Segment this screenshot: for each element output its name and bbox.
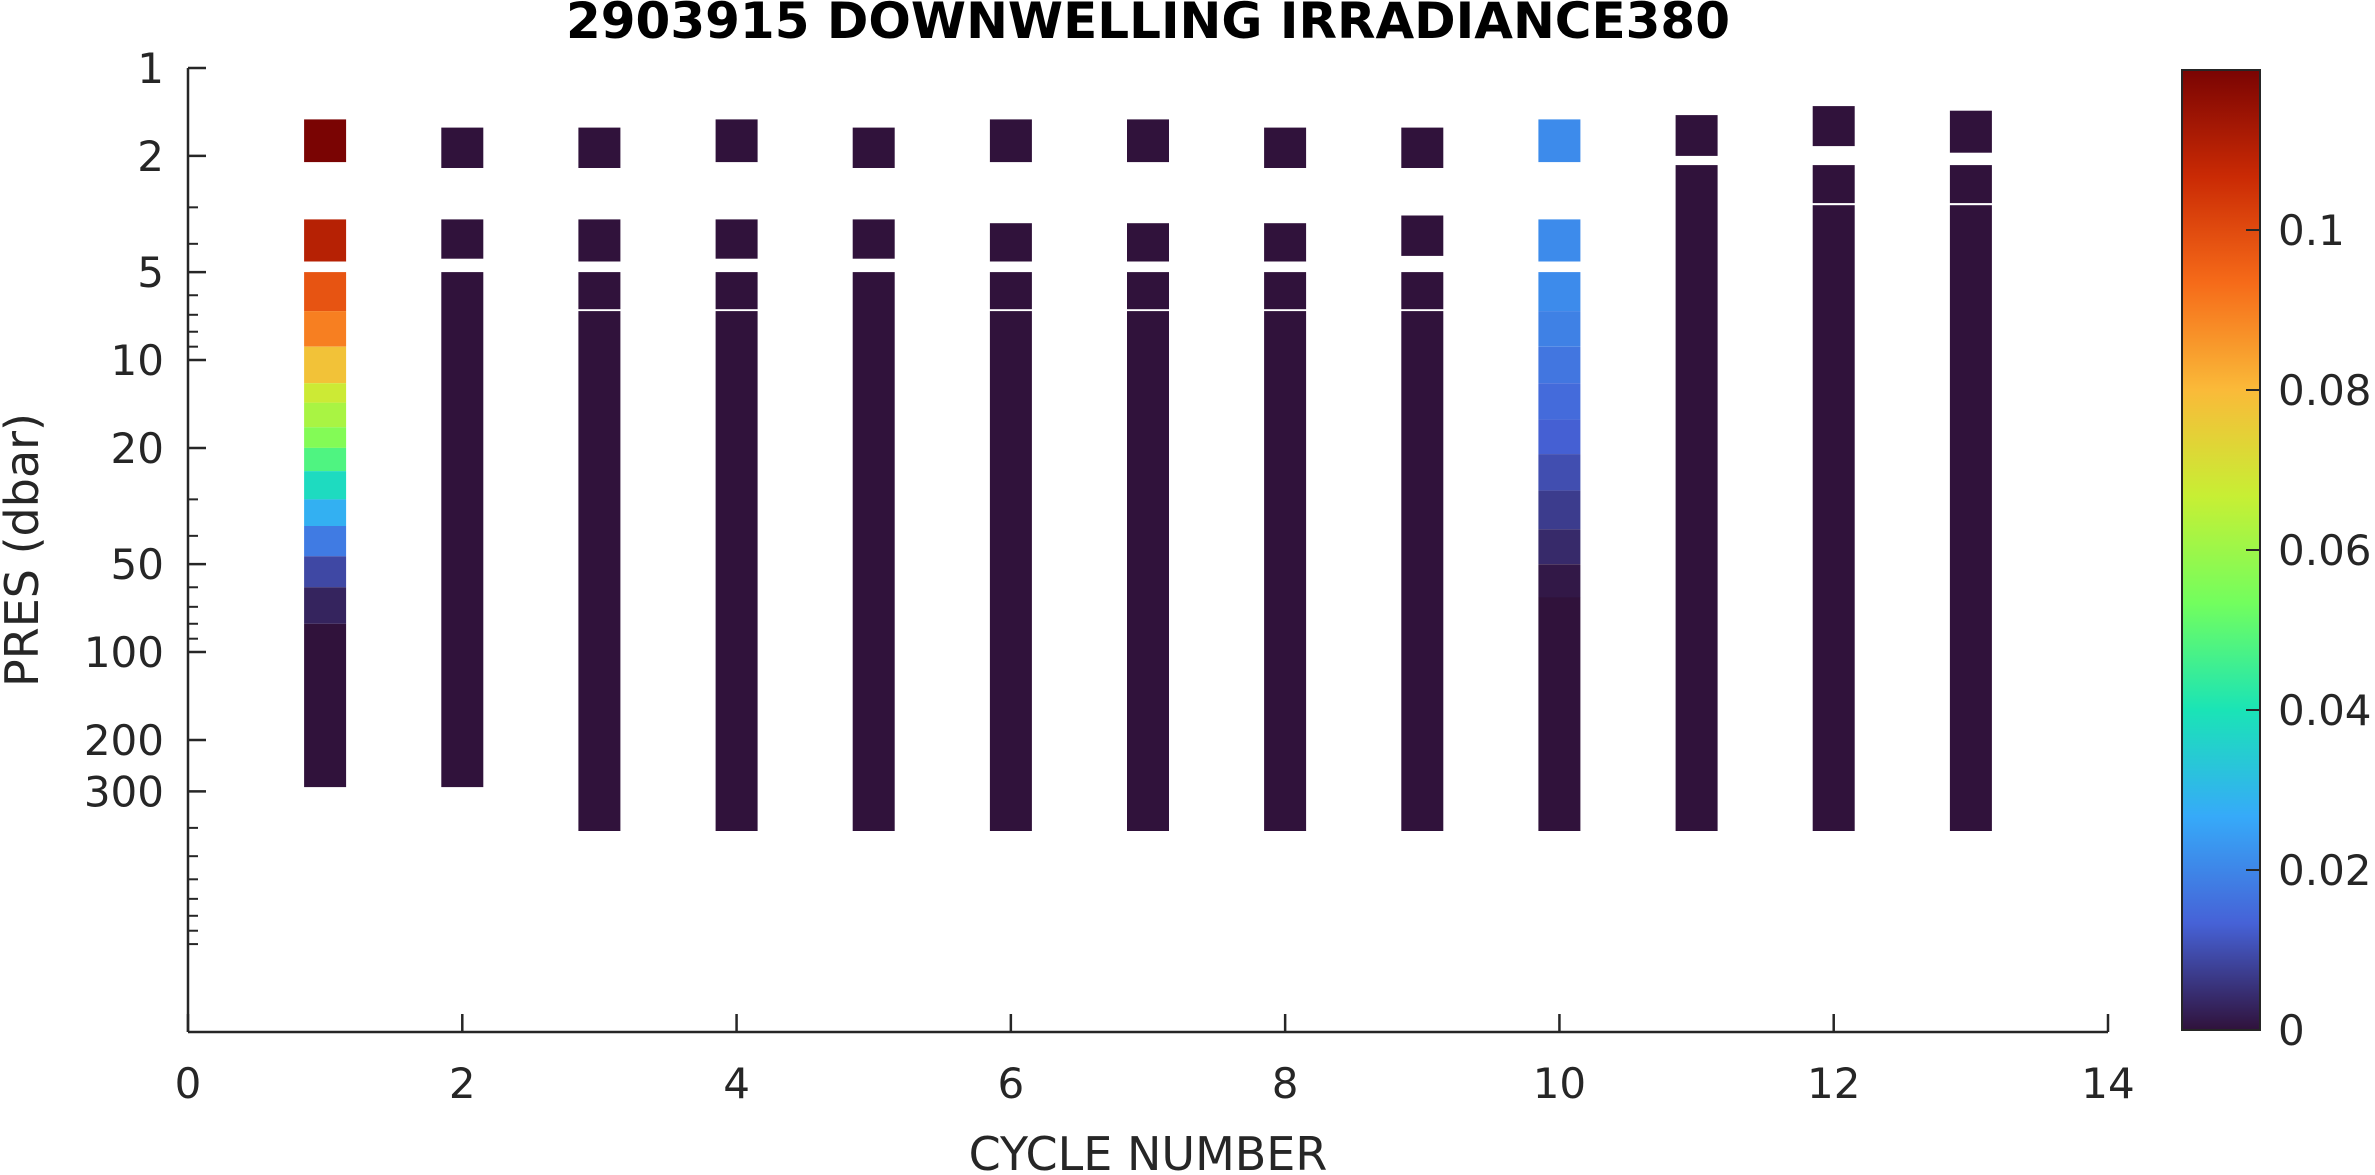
cycle-3-segment: [578, 272, 621, 310]
cycle-1-segment: [304, 346, 347, 384]
chart-title: 2903915 DOWNWELLING IRRADIANCE380: [566, 0, 1730, 50]
cycle-1-segment: [304, 311, 347, 347]
y-tick-label: 10: [111, 336, 164, 385]
y-tick-label: 300: [84, 767, 164, 816]
cycle-7-segment: [1127, 119, 1169, 163]
x-tick-label: 6: [997, 1059, 1024, 1108]
cycle-1-segment: [304, 427, 347, 448]
cycle-7-segment: [1127, 272, 1169, 310]
cycle-8-segment: [1264, 311, 1307, 832]
cycle-11-segment: [1675, 165, 1718, 832]
cycle-4-segment: [715, 311, 758, 832]
cycle-8-segment: [1264, 272, 1307, 310]
cycle-1-segment: [304, 556, 347, 588]
cycle-12-segment: [1812, 165, 1855, 204]
y-tick-label: 2: [137, 132, 164, 181]
cycle-1-segment: [304, 499, 347, 526]
cycle-5-segment: [852, 272, 895, 832]
cycle-10-segment: [1538, 454, 1581, 491]
cycle-12-segment: [1812, 205, 1855, 831]
cycle-9-segment: [1401, 127, 1444, 168]
colorbar-tick-label: 0.08: [2278, 366, 2372, 415]
cycle-3-segment: [578, 311, 621, 832]
cycle-7-segment: [1127, 223, 1169, 262]
colorbar-tick-label: 0.1: [2278, 206, 2345, 255]
x-tick-label: 8: [1272, 1059, 1299, 1108]
cycle-2-segment: [441, 219, 484, 259]
y-tick-label: 5: [137, 248, 164, 297]
cycle-1-segment: [304, 587, 347, 624]
cycle-1-segment: [304, 447, 347, 471]
cycle-1-segment: [304, 402, 347, 428]
cycle-1-segment: [304, 526, 347, 557]
cycle-1-segment: [304, 623, 347, 788]
cycle-1-segment: [304, 471, 347, 500]
cycle-3-segment: [578, 127, 621, 168]
cycle-10-segment: [1538, 119, 1581, 163]
cycle-10-segment: [1538, 419, 1581, 455]
cycle-13-segment: [1949, 110, 1992, 153]
cycle-6-segment: [989, 272, 1032, 310]
cycle-10-segment: [1538, 564, 1581, 598]
cycle-10-segment: [1538, 272, 1581, 312]
colorbar-tick-label: 0.04: [2278, 686, 2372, 735]
y-tick-label: 50: [111, 540, 164, 589]
cycle-7-segment: [1127, 311, 1169, 832]
cycle-6-segment: [989, 223, 1032, 262]
x-tick-label: 4: [723, 1059, 750, 1108]
y-axis-label: PRES (dbar): [0, 413, 49, 687]
colorbar-tick-label: 0: [2278, 1006, 2305, 1055]
cycle-10-segment: [1538, 219, 1581, 262]
colorbar-tick-label: 0.06: [2278, 526, 2372, 575]
cycle-4-segment: [715, 119, 758, 163]
cycle-10-segment: [1538, 490, 1581, 530]
y-tick-label: 200: [84, 716, 164, 765]
cycle-2-segment: [441, 127, 484, 168]
plot-area: [304, 106, 1992, 832]
cycle-13-segment: [1949, 205, 1992, 831]
x-tick-label: 0: [175, 1059, 202, 1108]
cycle-1-segment: [304, 383, 347, 403]
x-tick-label: 10: [1533, 1059, 1586, 1108]
cycle-13-segment: [1949, 165, 1992, 204]
cycle-11-segment: [1675, 115, 1718, 156]
x-axis-label: CYCLE NUMBER: [969, 1127, 1328, 1175]
cycle-8-segment: [1264, 223, 1307, 262]
y-tick-label: 20: [111, 424, 164, 473]
cycle-1-segment: [304, 272, 347, 312]
cycle-3-segment: [578, 219, 621, 262]
colorbar-ticks: 0 0.02 0.04 0.06 0.08 0.1: [2246, 206, 2372, 1055]
cycle-10-segment: [1538, 383, 1581, 420]
cycle-6-segment: [989, 119, 1032, 163]
x-tick-label: 2: [449, 1059, 476, 1108]
cycle-10-segment: [1538, 311, 1581, 347]
cycle-4-segment: [715, 219, 758, 259]
cycle-8-segment: [1264, 127, 1307, 168]
cycle-10-segment: [1538, 346, 1581, 384]
cycle-6-segment: [989, 311, 1032, 832]
y-tick-label: 1: [137, 44, 164, 93]
x-tick-label: 12: [1807, 1059, 1860, 1108]
cycle-9-segment: [1401, 215, 1444, 256]
cycle-12-segment: [1812, 106, 1855, 147]
x-tick-label: 14: [2081, 1059, 2134, 1108]
colorbar-tick-label: 0.02: [2278, 846, 2372, 895]
cycle-10-segment: [1538, 597, 1581, 831]
cycle-1-segment: [304, 219, 347, 262]
x-axis-ticks: 0 2 4 6 8 10 12 14: [175, 1014, 2135, 1108]
cycle-9-segment: [1401, 311, 1444, 832]
cycle-2-segment: [441, 272, 484, 788]
cycle-5-segment: [852, 127, 895, 168]
cycle-4-segment: [715, 272, 758, 310]
cycle-9-segment: [1401, 272, 1444, 310]
y-tick-label: 100: [84, 628, 164, 677]
cycle-5-segment: [852, 219, 895, 259]
cycle-1-segment: [304, 119, 347, 163]
cycle-10-segment: [1538, 529, 1581, 565]
